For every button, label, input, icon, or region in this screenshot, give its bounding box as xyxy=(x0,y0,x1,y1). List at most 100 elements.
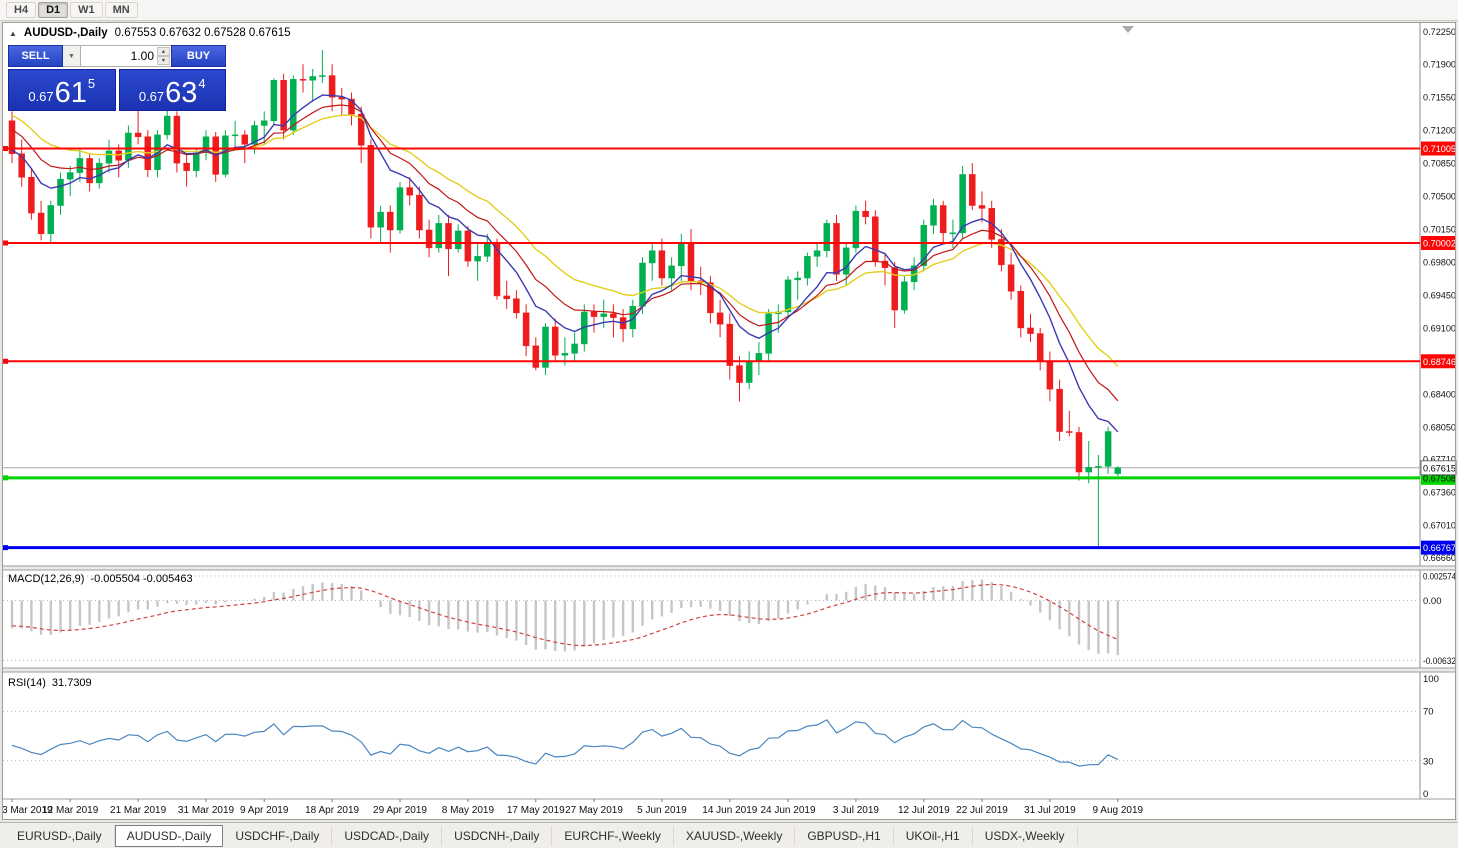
panel-divider-macd[interactable] xyxy=(2,565,1455,571)
one-click-order-row: SELL ▼ ▲ ▼ BUY xyxy=(8,45,226,67)
buy-button[interactable]: BUY xyxy=(171,45,226,67)
svg-text:31 Mar 2019: 31 Mar 2019 xyxy=(178,805,235,816)
macd-values: -0.005504 -0.005463 xyxy=(90,573,193,585)
svg-text:0.72250: 0.72250 xyxy=(1423,27,1456,38)
svg-text:29 Apr 2019: 29 Apr 2019 xyxy=(373,805,427,816)
chart-tab-usdchf-daily[interactable]: USDCHF-,Daily xyxy=(223,825,333,846)
chart-title-symbol: AUDUSD-,Daily xyxy=(23,27,108,39)
hline-price-tag xyxy=(1421,354,1456,369)
svg-text:0.69450: 0.69450 xyxy=(1423,290,1456,301)
svg-text:3 Jul 2019: 3 Jul 2019 xyxy=(833,805,880,816)
svg-text:0.69100: 0.69100 xyxy=(1423,323,1456,334)
svg-text:0.66767: 0.66767 xyxy=(1423,543,1456,554)
svg-text:70: 70 xyxy=(1423,707,1434,718)
sell-button[interactable]: SELL xyxy=(8,45,63,67)
chart-title-ohlc: 0.67553 0.67632 0.67528 0.67615 xyxy=(114,27,291,39)
svg-text:12 Jul 2019: 12 Jul 2019 xyxy=(898,805,950,816)
rsi-value: 31.7309 xyxy=(51,677,92,689)
hline-anchor xyxy=(3,146,8,152)
volume-increase-button[interactable]: ▲ xyxy=(157,47,170,56)
moving-average-lines xyxy=(11,94,1119,433)
sell-price-prefix: 0.67 xyxy=(28,89,54,104)
arrow-up-icon: ▲ xyxy=(160,48,167,55)
svg-text:12 Mar 2019: 12 Mar 2019 xyxy=(42,805,99,816)
svg-text:0.71900: 0.71900 xyxy=(1423,60,1456,71)
hline-price-tag xyxy=(1421,540,1456,555)
chart-canvas[interactable]: 0.72250 0.71900 0.71550 0.71200 0.70850 0.705… xyxy=(0,22,1458,820)
svg-text:18 Apr 2019: 18 Apr 2019 xyxy=(305,805,359,816)
timeframe-button-h4[interactable]: H4 xyxy=(6,2,37,18)
volume-decrease-button[interactable]: ▼ xyxy=(157,56,170,65)
buy-price-prefix: 0.67 xyxy=(138,89,165,104)
svg-text:3 Mar 2019: 3 Mar 2019 xyxy=(2,805,53,816)
ma-21-line xyxy=(11,114,1119,367)
macd-panel[interactable]: 0.002574 0.00 -0.00632 xyxy=(3,572,1456,667)
svg-text:9 Apr 2019: 9 Apr 2019 xyxy=(240,805,289,816)
macd-name: MACD(12,26,9) xyxy=(8,573,85,585)
arrow-down-icon: ▼ xyxy=(160,57,167,64)
svg-text:0.71200: 0.71200 xyxy=(1423,126,1456,137)
svg-text:0.68746: 0.68746 xyxy=(1423,357,1456,368)
svg-text:17 May 2019: 17 May 2019 xyxy=(507,805,565,816)
chart-tab-usdx-weekly[interactable]: USDX-,Weekly xyxy=(973,825,1078,846)
svg-text:0.002574: 0.002574 xyxy=(1423,572,1456,583)
sell-price-sup: 5 xyxy=(87,76,96,91)
volume-input[interactable] xyxy=(81,46,171,66)
chart-tab-ukoil-h1[interactable]: UKOil-,H1 xyxy=(894,825,973,846)
one-click-collapse-icon[interactable]: ▲ xyxy=(9,28,17,38)
timeframe-button-mn[interactable]: MN xyxy=(104,2,138,18)
rsi-line xyxy=(11,719,1119,767)
sell-price-big: 61 xyxy=(54,77,87,110)
svg-text:5 Jun 2019: 5 Jun 2019 xyxy=(637,805,687,816)
svg-text:0.70150: 0.70150 xyxy=(1423,225,1456,236)
timeframe-button-d1[interactable]: D1 xyxy=(38,2,69,18)
svg-text:0.71005: 0.71005 xyxy=(1423,144,1456,155)
timeframe-button-w1[interactable]: W1 xyxy=(70,2,103,18)
svg-text:0.68400: 0.68400 xyxy=(1423,389,1456,400)
svg-text:21 Mar 2019: 21 Mar 2019 xyxy=(110,805,167,816)
chart-tab-usdcad-daily[interactable]: USDCAD-,Daily xyxy=(332,825,443,846)
svg-text:0.70002: 0.70002 xyxy=(1423,238,1456,249)
svg-text:0: 0 xyxy=(1423,789,1428,800)
horizontal-lines[interactable]: 0.71005 0.70002 0.68746 0.67508 0.66767 xyxy=(3,141,1456,555)
svg-text:0.70500: 0.70500 xyxy=(1423,192,1456,203)
rsi-panel[interactable]: 100 70 30 0 xyxy=(3,674,1439,800)
buy-price-big: 63 xyxy=(165,77,198,110)
svg-text:0.67710: 0.67710 xyxy=(1423,454,1456,465)
chart-tab-eurusd-daily[interactable]: EURUSD-,Daily xyxy=(5,825,115,846)
hline-price-tag xyxy=(1421,235,1456,250)
hline-price-tag xyxy=(1421,141,1456,156)
timeframe-toolbar: H4 D1 W1 MN xyxy=(0,0,1458,21)
chart-tab-xauusd-weekly[interactable]: XAUUSD-,Weekly xyxy=(674,825,796,846)
chart-window-border xyxy=(2,22,1456,820)
chevron-down-icon: ▼ xyxy=(68,52,75,60)
svg-text:0.71550: 0.71550 xyxy=(1423,93,1456,104)
svg-text:0.67360: 0.67360 xyxy=(1423,487,1456,498)
rsi-label: RSI(14) 31.7309 xyxy=(8,677,98,689)
volume-dropdown-button[interactable]: ▼ xyxy=(63,45,81,67)
buy-price-display[interactable]: 0.67 63 4 xyxy=(118,69,226,111)
buy-price-sup: 4 xyxy=(198,76,206,91)
svg-text:14 Jun 2019: 14 Jun 2019 xyxy=(702,805,757,816)
svg-text:0.00: 0.00 xyxy=(1423,596,1442,607)
chart-tab-gbpusd-h1[interactable]: GBPUSD-,H1 xyxy=(795,825,894,846)
svg-text:27 May 2019: 27 May 2019 xyxy=(565,805,623,816)
chart-window-background xyxy=(2,22,1456,820)
svg-text:8 May 2019: 8 May 2019 xyxy=(442,805,495,816)
chart-tab-eurchf-weekly[interactable]: EURCHF-,Weekly xyxy=(552,825,674,846)
one-click-price-row: 0.67 61 5 0.67 63 4 xyxy=(8,69,226,111)
one-click-trading-panel: SELL ▼ ▲ ▼ BUY 0.67 61 5 0.67 63 4 xyxy=(8,45,226,111)
chart-tab-bar: EURUSD-,Daily AUDUSD-,Daily USDCHF-,Daily U… xyxy=(0,822,1458,848)
svg-text:-0.00632: -0.00632 xyxy=(1423,656,1456,667)
chart-shift-marker[interactable] xyxy=(1122,26,1134,33)
svg-text:0.68050: 0.68050 xyxy=(1423,422,1456,433)
svg-text:0.67508: 0.67508 xyxy=(1423,473,1456,484)
chart-tab-usdcnh-daily[interactable]: USDCNH-,Daily xyxy=(442,825,553,846)
chart-tab-audusd-daily[interactable]: AUDUSD-,Daily xyxy=(114,824,224,847)
chart-title: ▲ AUDUSD-,Daily 0.67553 0.67632 0.67528 … xyxy=(9,27,291,39)
svg-text:9 Aug 2019: 9 Aug 2019 xyxy=(1092,805,1143,816)
hline-anchor xyxy=(3,240,8,246)
sell-price-display[interactable]: 0.67 61 5 xyxy=(8,69,116,111)
panel-divider-rsi[interactable] xyxy=(2,667,1455,673)
